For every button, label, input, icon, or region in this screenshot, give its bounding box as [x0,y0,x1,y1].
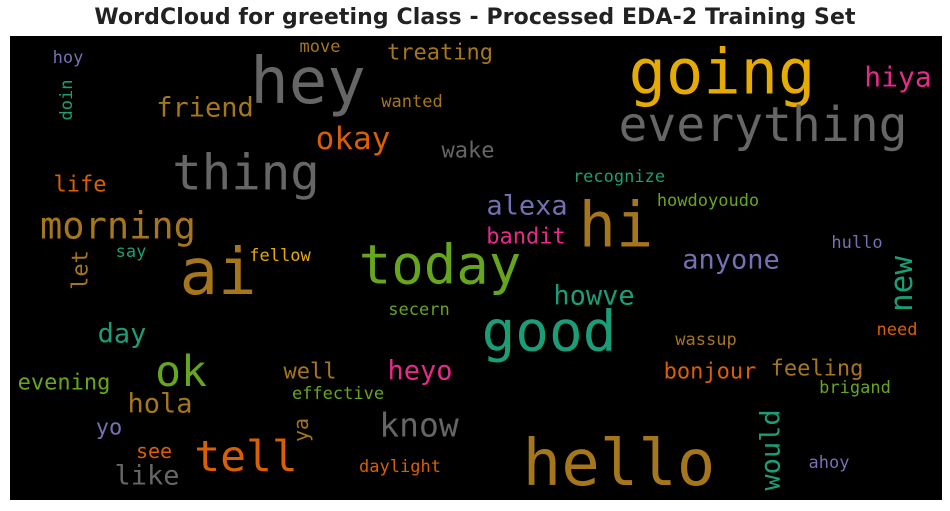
word-effective: effective [292,384,384,404]
word-brigand: brigand [819,378,891,398]
word-see: see [136,439,172,463]
word-recognize: recognize [573,167,665,187]
word-heyo: heyo [387,356,452,387]
word-treating: treating [387,41,493,66]
word-say: say [116,242,147,262]
word-hoy: hoy [53,48,84,68]
word-good: good [482,300,617,365]
word-life: life [54,173,107,198]
word-everything: everything [619,97,908,153]
word-hullo: hullo [831,233,882,253]
word-going: going [629,36,816,109]
word-know: know [379,406,459,445]
word-hola: hola [127,389,192,420]
wordcloud-plot-area: hey going everything hiya treating move hoy doi… [10,36,942,500]
word-let: let [69,250,94,290]
word-alexa: alexa [486,191,567,222]
word-thing: thing [172,145,320,202]
word-ai: ai [179,236,256,310]
word-hello: hello [523,427,716,500]
word-bonjour: bonjour [664,360,757,385]
word-need: need [877,320,918,340]
word-doin: doin [57,80,77,121]
wordcloud-canvas: hey goingeverythinghiyatreatingmovehoydoi… [18,36,932,500]
word-like: like [114,461,179,492]
word-howdoyoudo: howdoyoudo [657,191,759,211]
word-new: new [884,256,920,312]
word-feeling: feeling [771,357,864,382]
word-day: day [98,319,147,350]
word-today: today [359,234,522,297]
word-hey: hey [250,45,366,119]
word-daylight: daylight [359,457,441,477]
word-okay: okay [316,121,391,157]
word-tell: tell [194,432,298,482]
word-anyone: anyone [682,245,780,276]
word-friend: friend [156,93,254,124]
word-move: move [300,37,341,57]
word-ya: ya [289,418,313,442]
word-wanted: wanted [381,92,442,112]
word-fellow: fellow [249,246,311,266]
word-yo: yo [96,416,123,441]
word-hi: hi [579,189,654,262]
word-morning: morning [40,205,196,248]
word-wake: wake [442,139,495,164]
word-wassup: wassup [675,330,736,350]
word-evening: evening [18,371,111,396]
word-howve: howve [553,281,634,312]
word-ahoy: ahoy [809,453,850,473]
word-well: well [284,360,337,385]
word-bandit: bandit [486,225,565,250]
word-would: would [756,409,787,490]
word-hiya: hiya [864,61,931,94]
word-secern: secern [388,300,449,320]
chart-title: WordCloud for greeting Class - Processed… [94,5,856,30]
word-ok: ok [155,347,207,397]
